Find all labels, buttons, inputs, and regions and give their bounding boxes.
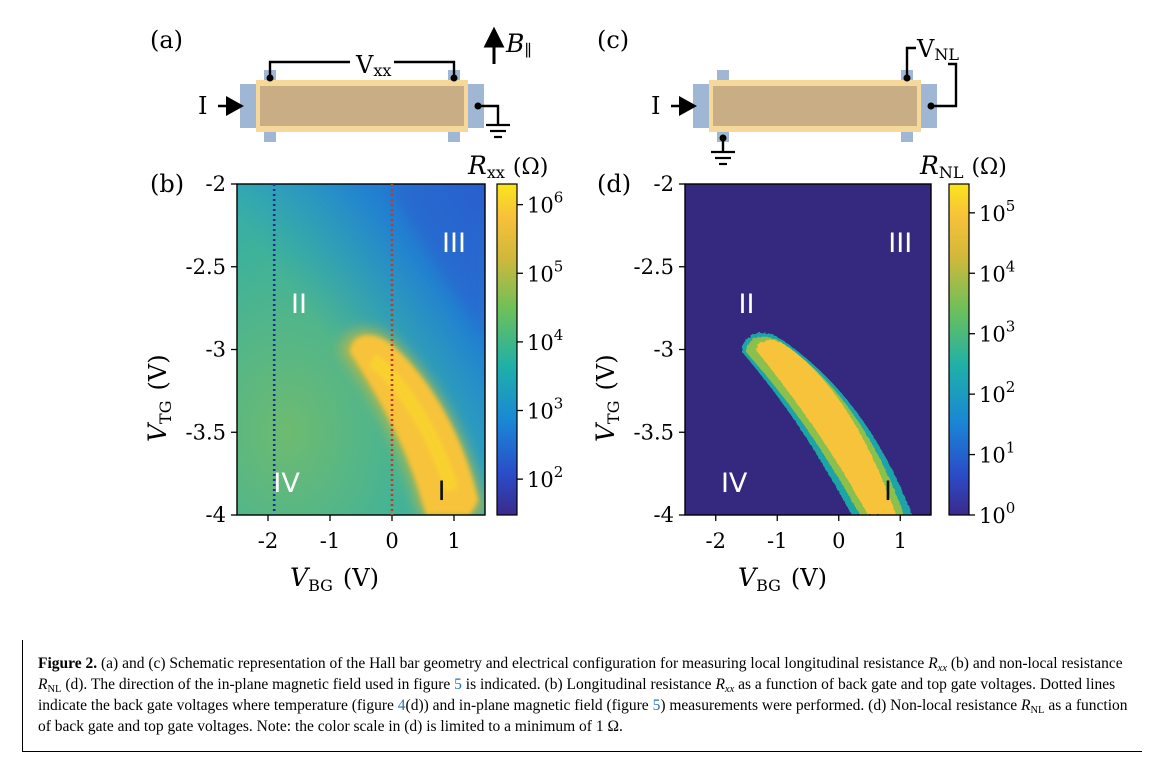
region-label: IV <box>273 468 300 499</box>
region-label: III <box>442 228 466 259</box>
x-tick-label: 1 <box>447 529 460 553</box>
x-axis-label-b: VBG (V) <box>290 563 379 595</box>
y-tick-label: -2 <box>206 172 226 196</box>
region-label: I <box>884 476 892 507</box>
colorbar-tick-label: 102 <box>979 378 1015 407</box>
colorbar-rxx <box>496 183 518 516</box>
colorbar-tick-label: 101 <box>979 439 1015 468</box>
colorbar-tick-label: 103 <box>979 318 1015 347</box>
current-label-a: I <box>198 92 207 120</box>
x-tick-label: -2 <box>706 529 726 553</box>
colorbar-tick-label: 103 <box>527 395 563 424</box>
x-tick-label: 0 <box>832 529 845 553</box>
colorbar-label-rnl: RNL (Ω) <box>919 151 1007 182</box>
caption-figure-label: Figure 2. <box>38 655 98 672</box>
current-arrow-icon <box>226 96 244 116</box>
panel-label-b: (b) <box>150 170 184 198</box>
ground-icon <box>711 150 735 166</box>
heatmap-rnl <box>685 184 931 515</box>
y-axis-label-b: VTG(V) <box>143 354 175 442</box>
y-tick-label: -3 <box>654 338 674 362</box>
region-label: II <box>739 289 755 320</box>
panel-label-a: (a) <box>150 26 183 54</box>
schematic-c: I VNL <box>651 35 959 166</box>
y-tick-label: -3.5 <box>634 420 675 444</box>
x-tick-label: -1 <box>767 529 787 553</box>
x-axis-label-d: VBG (V) <box>738 563 827 595</box>
figure-4-link[interactable]: 4 <box>397 697 406 714</box>
ground-icon <box>486 123 510 139</box>
colorbar-tick-label: 104 <box>527 326 563 355</box>
caption-frame <box>22 640 1142 752</box>
current-label-c: I <box>651 92 660 120</box>
panel-label-d: (d) <box>597 170 631 198</box>
x-tick-label: 1 <box>894 529 907 553</box>
colorbar-tick-label: 102 <box>527 463 563 492</box>
current-arrow-icon <box>679 96 697 116</box>
y-tick-label: -4 <box>654 503 674 527</box>
vnl-label: VNL <box>916 35 959 64</box>
figure-5-link[interactable]: 5 <box>652 697 661 714</box>
y-tick-label: -2 <box>654 172 674 196</box>
y-tick-label: -2.5 <box>186 255 227 279</box>
y-tick-label: -3 <box>206 338 226 362</box>
colorbar-tick-label: 105 <box>527 257 563 286</box>
colorbar-label-rxx: Rxx (Ω) <box>467 151 548 182</box>
colorbar-tick-label: 106 <box>527 189 563 218</box>
y-tick-label: -3.5 <box>186 420 227 444</box>
heatmap-rxx <box>237 184 485 515</box>
region-label: II <box>291 289 307 320</box>
colorbar-tick-label: 100 <box>979 499 1015 528</box>
y-axis-label-d: VTG(V) <box>591 354 623 442</box>
figure: (a) (c) (b) (d) Vxx I B∥ <box>143 26 1015 595</box>
figure-5-link[interactable]: 5 <box>454 676 462 693</box>
figure-caption: Figure 2. (a) and (c) Schematic represen… <box>38 655 1128 735</box>
panel-label-c: (c) <box>597 26 629 54</box>
y-tick-label: -4 <box>206 503 226 527</box>
y-tick-label: -2.5 <box>634 255 675 279</box>
x-tick-label: -2 <box>258 529 278 553</box>
vxx-label: Vxx <box>355 51 391 80</box>
region-i-band <box>756 340 896 515</box>
x-tick-label: 0 <box>385 529 398 553</box>
bfield-arrow-icon <box>483 26 505 64</box>
colorbar-tick-label: 104 <box>979 257 1015 286</box>
region-label: I <box>438 476 446 507</box>
colorbar-tick-label: 105 <box>979 197 1015 226</box>
bfield-label: B∥ <box>505 29 532 60</box>
schematic-a: Vxx I B∥ <box>198 26 532 142</box>
x-tick-label: -1 <box>320 529 340 553</box>
region-label: IV <box>721 468 748 499</box>
region-label: III <box>888 228 912 259</box>
colorbar-rnl <box>948 183 970 516</box>
